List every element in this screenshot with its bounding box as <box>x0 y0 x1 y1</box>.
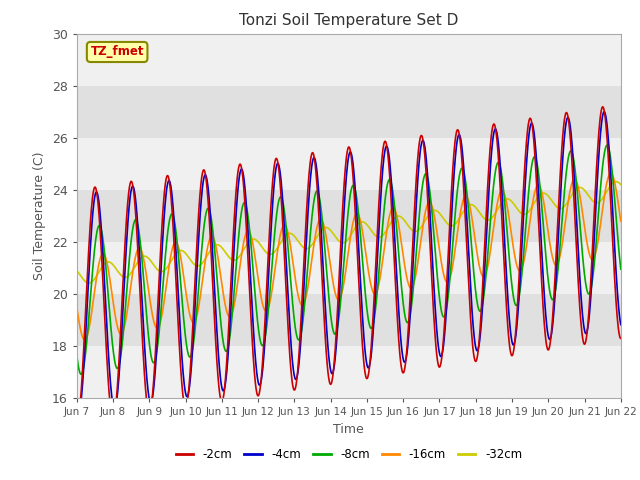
Text: TZ_fmet: TZ_fmet <box>90 46 144 59</box>
Bar <box>77 346 621 398</box>
Bar <box>77 138 621 190</box>
Y-axis label: Soil Temperature (C): Soil Temperature (C) <box>33 152 46 280</box>
Bar <box>77 242 621 294</box>
Legend: -2cm, -4cm, -8cm, -16cm, -32cm: -2cm, -4cm, -8cm, -16cm, -32cm <box>171 443 527 466</box>
Bar <box>77 34 621 86</box>
X-axis label: Time: Time <box>333 423 364 436</box>
Title: Tonzi Soil Temperature Set D: Tonzi Soil Temperature Set D <box>239 13 458 28</box>
